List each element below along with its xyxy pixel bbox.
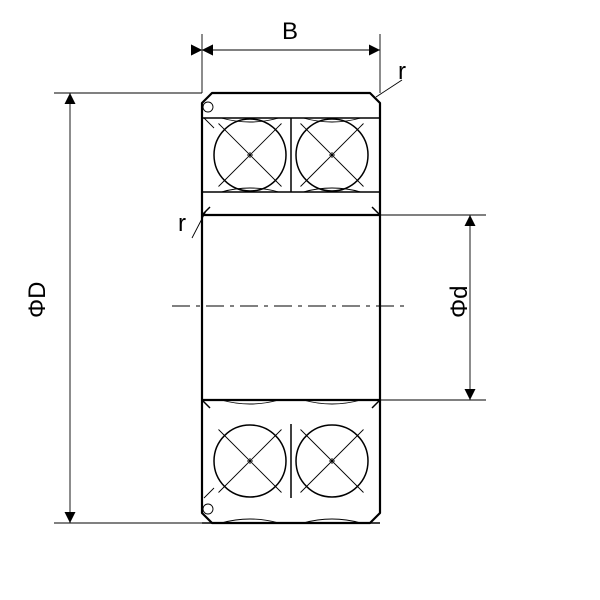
dim-d-label: Φd [446, 286, 474, 319]
r-left-label: r [178, 210, 186, 238]
dim-D-label: ΦD [24, 282, 52, 318]
dim-b-label: B [282, 18, 298, 46]
r-top-label: r [398, 58, 406, 86]
